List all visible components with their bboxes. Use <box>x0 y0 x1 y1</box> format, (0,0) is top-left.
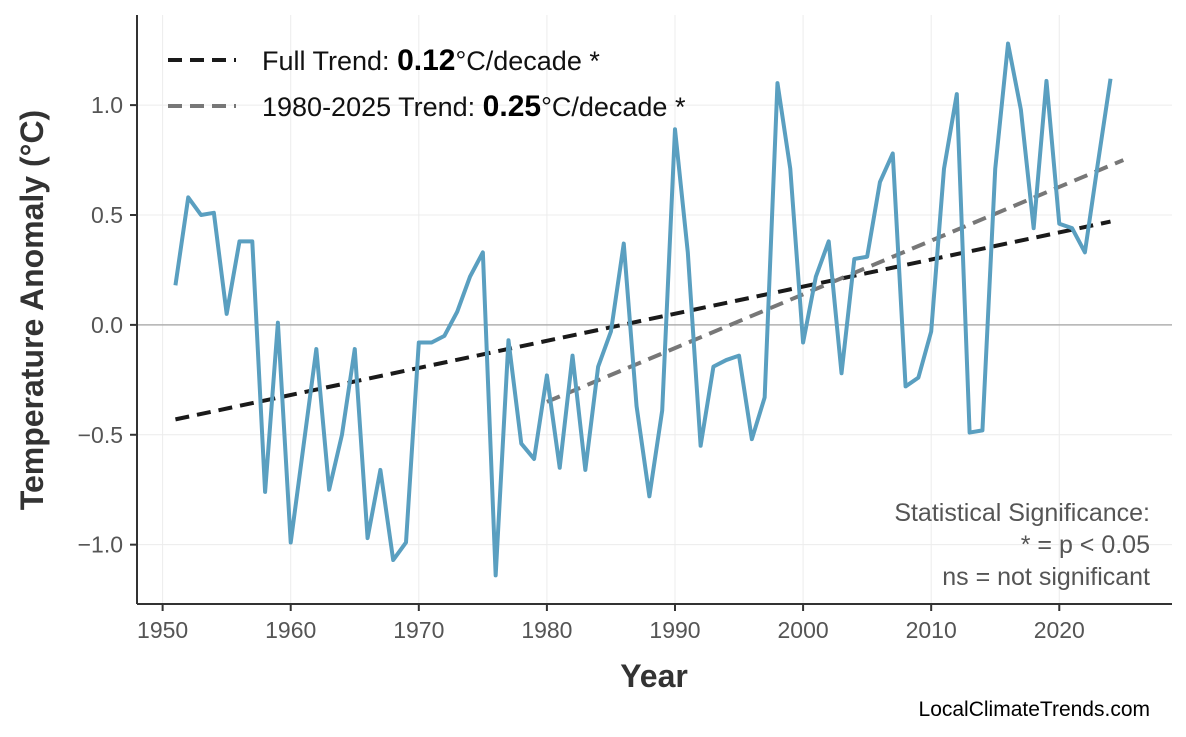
x-axis-label: Year <box>620 658 688 694</box>
full-trend-line <box>175 219 1111 422</box>
y-tick-label: −0.5 <box>78 422 123 448</box>
y-ticks: −1.0 −0.5 0.0 0.5 1.0 <box>78 92 137 558</box>
data-points <box>175 43 1110 575</box>
x-tick-label: 2020 <box>1034 617 1085 643</box>
x-tick-label: 1980 <box>521 617 572 643</box>
note-line-2: * = p < 0.05 <box>1021 531 1150 559</box>
x-tick-label: 1950 <box>137 617 188 643</box>
y-tick-label: 0.5 <box>91 202 123 228</box>
y-tick-label: −1.0 <box>78 532 123 558</box>
recent-trend-line <box>546 158 1125 404</box>
x-tick-label: 1970 <box>393 617 444 643</box>
y-tick-label: 1.0 <box>91 92 123 118</box>
legend: Full Trend: 0.12°C/decade * 1980-2025 Tr… <box>168 44 686 123</box>
y-tick-label: 0.0 <box>91 312 123 338</box>
x-ticks: 1950 1960 1970 1980 1990 2000 2010 2020 <box>137 604 1085 643</box>
legend-full-trend: Full Trend: 0.12°C/decade * <box>262 44 600 77</box>
trend-lines <box>175 158 1125 422</box>
x-tick-label: 1990 <box>649 617 700 643</box>
x-tick-label: 2010 <box>906 617 957 643</box>
y-axis-label: Temperature Anomaly (°C) <box>14 110 50 510</box>
note-line-1: Statistical Significance: <box>894 499 1150 527</box>
legend-recent-trend: 1980-2025 Trend: 0.25°C/decade * <box>262 90 686 123</box>
credit: LocalClimateTrends.com <box>919 698 1150 721</box>
note-line-3: ns = not significant <box>942 563 1150 591</box>
x-tick-label: 1960 <box>265 617 316 643</box>
significance-note: Statistical Significance: * = p < 0.05 n… <box>894 499 1150 591</box>
series-line <box>173 41 1113 578</box>
x-tick-label: 2000 <box>778 617 829 643</box>
